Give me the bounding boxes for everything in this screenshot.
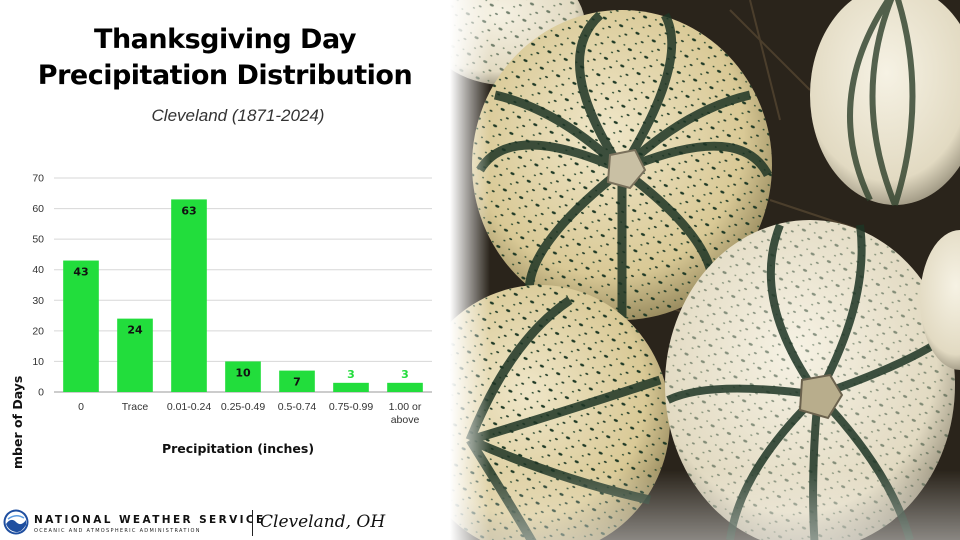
squash-top-right — [810, 0, 960, 207]
data-label: 63 — [181, 204, 196, 217]
y-tick-label: 50 — [32, 234, 44, 246]
x-tick-label: 0.25-0.49 — [221, 401, 266, 413]
x-tick-label: Trace — [122, 401, 149, 413]
y-tick-label: 60 — [32, 203, 44, 215]
bar — [63, 260, 99, 392]
x-tick-label: 0.5-0.74 — [278, 401, 317, 413]
x-axis-label: Precipitation (inches) — [162, 441, 314, 456]
x-tick-labels: 0 Trace 0.01-0.24 0.25-0.49 0.5-0.74 0.75-0.9… — [78, 401, 422, 426]
squash-main — [472, 10, 773, 320]
y-tick-label: 20 — [32, 325, 44, 337]
y-tick-label: 0 — [38, 387, 44, 399]
squash-right-edge — [920, 230, 960, 370]
x-tick-label: 0.75-0.99 — [329, 401, 374, 413]
footer-divider — [252, 510, 253, 536]
bar — [117, 318, 153, 392]
office-name: Cleveland, OH — [260, 512, 386, 532]
y-tick-label: 10 — [32, 356, 44, 368]
x-tick-label: 1.00 or above — [389, 401, 422, 426]
data-label: 3 — [347, 368, 355, 381]
agency-subtitle: OCEANIC AND ATMOSPHERIC ADMINISTRATION — [34, 528, 201, 534]
data-label: 24 — [127, 324, 143, 337]
bars — [63, 199, 423, 392]
chart-subtitle: Cleveland (1871-2024) — [151, 106, 325, 125]
squash-photo — [450, 0, 960, 540]
x-tick-label: 0 — [78, 401, 84, 413]
data-label: 7 — [293, 376, 301, 389]
y-tick-label: 40 — [32, 264, 44, 276]
y-axis-label: Number of Days — [10, 376, 25, 470]
footer-branding: NATIONAL WEATHER SERVICE OCEANIC AND ATM… — [0, 500, 440, 540]
agency-name: NATIONAL WEATHER SERVICE — [34, 514, 266, 526]
bar — [171, 199, 207, 392]
noaa-logo-icon — [3, 509, 29, 535]
bar — [333, 382, 369, 392]
y-tick-label: 70 — [32, 173, 44, 185]
gridlines — [54, 177, 432, 393]
data-label: 3 — [401, 368, 409, 381]
data-labels: 43 24 63 10 7 3 3 — [73, 204, 408, 388]
y-tick-labels: 0 10 20 30 40 50 60 70 — [32, 173, 44, 399]
bar — [387, 382, 423, 392]
chart-title-line2: Precipitation Distribution — [37, 60, 413, 91]
x-tick-label: 0.01-0.24 — [167, 401, 212, 413]
data-label: 43 — [73, 266, 88, 279]
bar-chart: 0 10 20 30 40 50 60 70 43 24 63 10 7 3 3 0 Trace 0.01-0… — [10, 173, 432, 470]
bar — [279, 370, 315, 392]
bar — [225, 361, 261, 392]
data-label: 10 — [235, 366, 251, 379]
chart-title-line1: Thanksgiving Day — [94, 24, 356, 55]
squash-bottom-right — [665, 220, 958, 540]
y-tick-label: 30 — [32, 295, 44, 307]
